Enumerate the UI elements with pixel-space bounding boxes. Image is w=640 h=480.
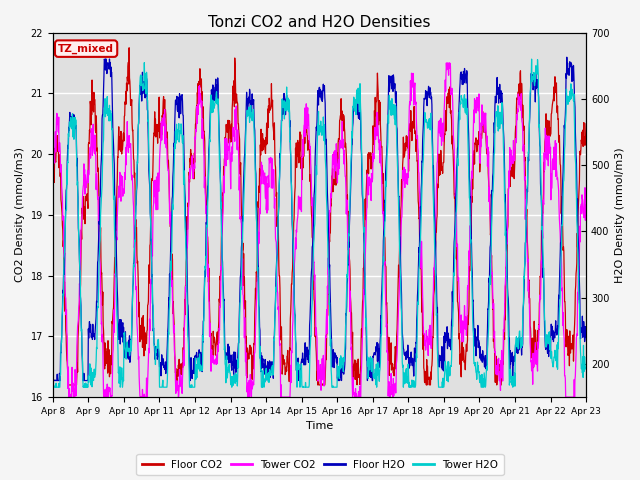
X-axis label: Time: Time <box>306 421 333 432</box>
Legend: Floor CO2, Tower CO2, Floor H2O, Tower H2O: Floor CO2, Tower CO2, Floor H2O, Tower H… <box>136 455 504 475</box>
Y-axis label: H2O Density (mmol/m3): H2O Density (mmol/m3) <box>615 147 625 283</box>
Title: Tonzi CO2 and H2O Densities: Tonzi CO2 and H2O Densities <box>208 15 431 30</box>
Text: TZ_mixed: TZ_mixed <box>58 44 114 54</box>
Y-axis label: CO2 Density (mmol/m3): CO2 Density (mmol/m3) <box>15 147 25 282</box>
